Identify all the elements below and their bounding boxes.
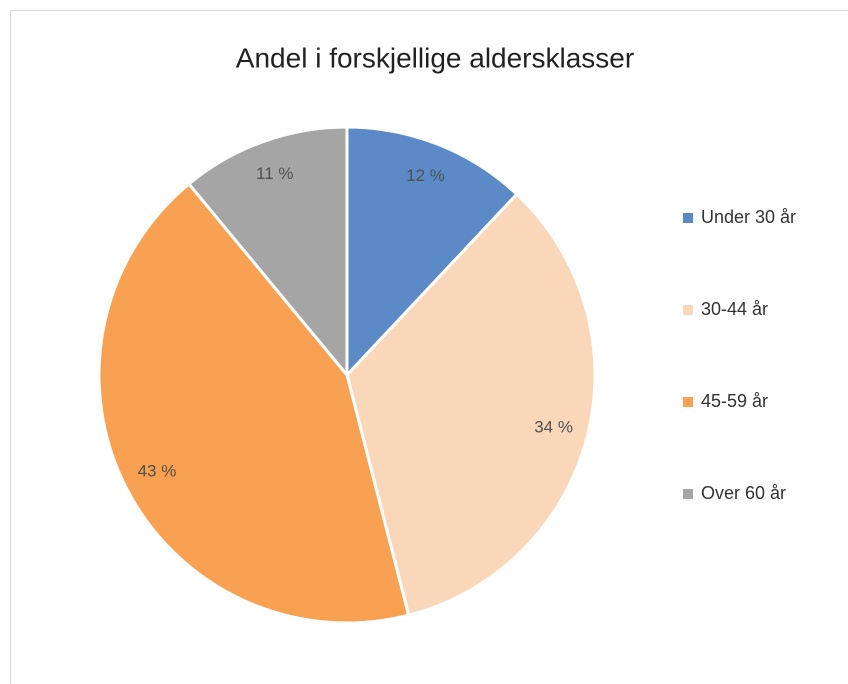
legend-label: 30-44 år <box>701 299 768 319</box>
data-label: 11 % <box>256 164 294 183</box>
legend-label: Over 60 år <box>701 483 786 503</box>
legend-label: 45-59 år <box>701 391 768 411</box>
data-label: 43 % <box>138 461 177 480</box>
legend-swatch <box>683 305 693 315</box>
legend-swatch <box>683 397 693 407</box>
pie-slice <box>97 181 411 625</box>
legend-swatch <box>683 489 693 499</box>
chart-title: Andel i forskjellige aldersklasser <box>236 42 634 73</box>
pie-slice <box>345 192 597 618</box>
pie-slice <box>345 125 519 379</box>
data-label: 12 % <box>406 166 445 185</box>
legend-swatch <box>683 213 693 223</box>
pie-slice <box>186 125 349 380</box>
legend-label: Under 30 år <box>701 207 796 227</box>
data-label: 34 % <box>534 418 573 437</box>
